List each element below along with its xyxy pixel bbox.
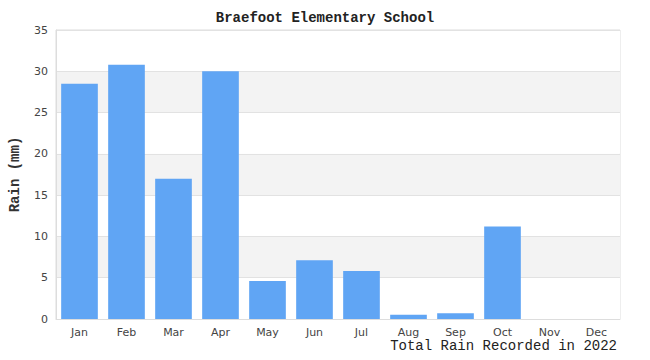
svg-text:Oct: Oct xyxy=(493,326,512,339)
svg-text:10: 10 xyxy=(34,230,48,243)
svg-text:Total Rain Recorded in 2022: Total Rain Recorded in 2022 xyxy=(390,338,617,354)
svg-text:Jan: Jan xyxy=(70,326,88,339)
svg-text:30: 30 xyxy=(34,65,48,78)
svg-text:Mar: Mar xyxy=(163,326,184,339)
svg-text:Aug: Aug xyxy=(397,326,420,339)
svg-text:Dec: Dec xyxy=(585,326,608,339)
svg-text:25: 25 xyxy=(34,106,48,119)
svg-text:0: 0 xyxy=(41,313,48,326)
svg-text:Apr: Apr xyxy=(211,326,231,339)
svg-text:20: 20 xyxy=(34,147,48,160)
svg-text:Sep: Sep xyxy=(445,326,466,339)
svg-text:May: May xyxy=(256,326,279,339)
svg-text:5: 5 xyxy=(41,271,48,284)
svg-text:Braefoot Elementary School: Braefoot Elementary School xyxy=(216,10,434,26)
svg-text:Rain (mm): Rain (mm) xyxy=(7,137,23,213)
svg-text:Jun: Jun xyxy=(305,326,323,339)
svg-text:15: 15 xyxy=(34,189,48,202)
svg-text:35: 35 xyxy=(34,24,48,37)
svg-text:Jul: Jul xyxy=(354,326,368,339)
svg-text:Feb: Feb xyxy=(117,326,136,339)
svg-text:Nov: Nov xyxy=(538,326,561,339)
